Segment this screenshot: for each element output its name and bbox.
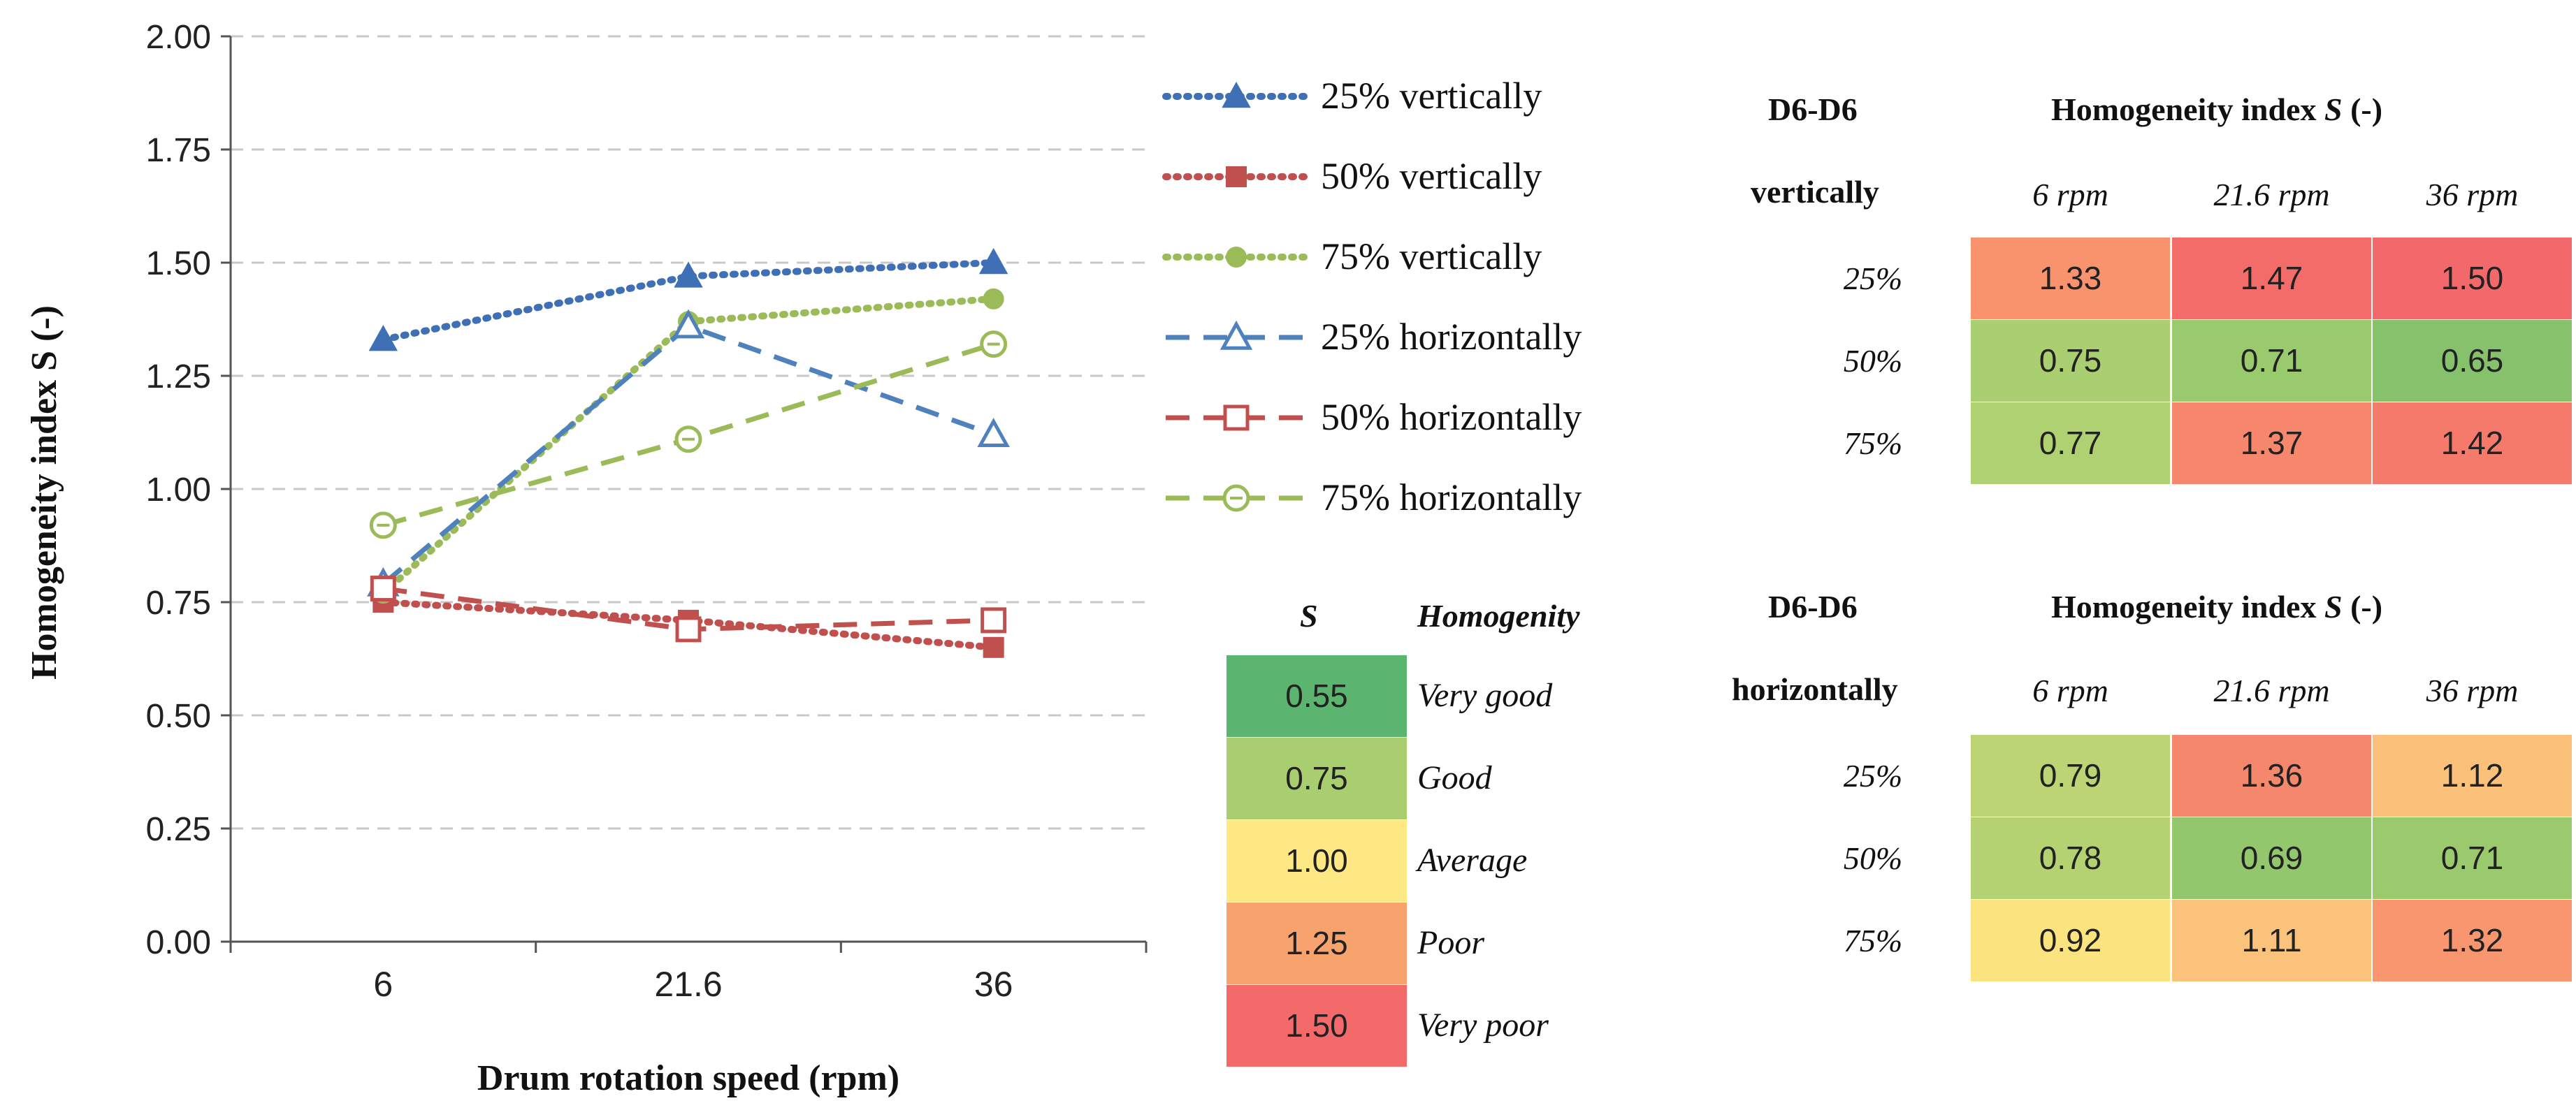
scale-value-cell: 0.55	[1227, 655, 1407, 737]
row-header: 25%	[1843, 758, 1903, 794]
table-label-d6: D6-D6	[1768, 589, 1858, 625]
table-cell: 1.12	[2373, 735, 2572, 817]
legend: 25% vertically 50% vertically 75% vertical…	[1162, 75, 1582, 518]
legend-entry: 25% vertically	[1162, 75, 1542, 117]
series	[367, 309, 1010, 597]
y-tick-label: 1.25	[146, 358, 211, 395]
legend-label: 75% vertically	[1321, 235, 1542, 277]
y-tick-label: 1.75	[146, 132, 211, 169]
series-lines	[367, 247, 1010, 658]
scale-value-cell: 1.50	[1227, 985, 1407, 1067]
scale-value-cell: 1.25	[1227, 903, 1407, 984]
legend-label: 50% vertically	[1321, 155, 1542, 197]
series-line	[382, 323, 994, 586]
data-point	[672, 309, 705, 339]
scale-header-label: Homogenity	[1417, 598, 1580, 634]
legend-label: 75% horizontally	[1321, 476, 1582, 518]
data-point	[977, 418, 1010, 447]
column-header: 21.6 rpm	[2213, 177, 2330, 212]
legend-entry: 75% horizontally	[1166, 476, 1582, 518]
y-tick-label: 0.50	[146, 698, 211, 735]
axes: 0.00 0.25 0.50 0.75 1.00 1.25 1.50 1.75 2.00 6 21.…	[146, 19, 1148, 1004]
legend-entry: 75% vertically	[1162, 235, 1542, 277]
legend-label: 50% horizontally	[1321, 396, 1582, 438]
data-point	[1226, 166, 1247, 187]
legend-entry: 50% vertically	[1162, 155, 1542, 197]
data-point	[370, 576, 396, 602]
table-cell: 0.71	[2172, 320, 2371, 402]
data-point	[675, 616, 702, 643]
row-header: 75%	[1843, 923, 1903, 958]
y-tick-label: 0.25	[146, 811, 211, 848]
data-point	[1226, 247, 1247, 268]
scale-label: Very good	[1417, 677, 1553, 714]
scale-header-s: S	[1300, 598, 1318, 634]
data-point	[1222, 81, 1251, 108]
table-cell: 0.65	[2373, 320, 2572, 402]
row-header: 75%	[1843, 425, 1903, 461]
row-header: 50%	[1843, 343, 1903, 379]
x-axis-title: Drum rotation speed (rpm)	[477, 1058, 899, 1098]
data-point	[1223, 404, 1250, 431]
data-point	[1220, 320, 1253, 350]
data-point	[983, 636, 1004, 658]
scale-label: Poor	[1417, 924, 1484, 961]
table-cell: 1.42	[2373, 402, 2572, 484]
y-tick-label: 1.00	[146, 472, 211, 509]
data-point	[368, 325, 398, 351]
table-cell: 1.47	[2172, 238, 2371, 319]
series	[369, 330, 1008, 539]
table-cell: 0.92	[1971, 900, 2170, 981]
table-cell: 0.77	[1971, 402, 2170, 484]
column-header: 6 rpm	[2032, 177, 2108, 212]
scale-value-cell: 0.75	[1227, 738, 1407, 819]
table-label-d6: D6-D6	[1768, 92, 1858, 127]
scale-label: Average	[1417, 842, 1528, 879]
table-cell: 1.32	[2373, 900, 2572, 981]
table-cell: 0.75	[1971, 320, 2170, 402]
x-tick-label: 21.6	[654, 965, 722, 1004]
x-tick-label: 36	[974, 965, 1013, 1004]
row-header: 50%	[1843, 840, 1903, 876]
scale-label: Very poor	[1417, 1007, 1549, 1044]
y-axis-title: Homogeneity index S (-)	[24, 305, 64, 680]
legend-label: 25% horizontally	[1321, 316, 1582, 358]
table-cell: 0.71	[2373, 817, 2572, 899]
column-header: 36 rpm	[2426, 673, 2519, 708]
y-tick-label: 0.00	[146, 924, 211, 961]
table-title: Homogeneity index S (-)	[2051, 92, 2383, 127]
series	[368, 247, 1008, 351]
column-header: 6 rpm	[2032, 673, 2108, 708]
series	[370, 576, 1007, 643]
table-cell: 1.37	[2172, 402, 2371, 484]
data-point	[981, 607, 1007, 634]
scale-value-cell: 1.00	[1227, 820, 1407, 902]
legend-entry: 50% horizontally	[1166, 396, 1582, 438]
data-point	[978, 247, 1008, 275]
table-label-orientation: vertically	[1751, 174, 1879, 210]
table-cell: 0.79	[1971, 735, 2170, 817]
data-point	[983, 288, 1004, 309]
table-cell: 1.36	[2172, 735, 2371, 817]
data-point	[674, 261, 703, 288]
scale-label: Good	[1417, 759, 1492, 796]
y-tick-label: 1.50	[146, 245, 211, 282]
table-cell: 0.69	[2172, 817, 2371, 899]
table-cell: 0.78	[1971, 817, 2170, 899]
x-tick-label: 6	[373, 965, 393, 1004]
legend-label: 25% vertically	[1321, 75, 1542, 117]
column-header: 36 rpm	[2426, 177, 2519, 212]
table-cell: 1.33	[1971, 238, 2170, 319]
table-label-orientation: horizontally	[1732, 671, 1898, 707]
table-cell: 1.11	[2172, 900, 2371, 981]
table-title: Homogeneity index S (-)	[2051, 589, 2383, 625]
legend-entry: 25% horizontally	[1166, 316, 1582, 358]
row-header: 25%	[1843, 261, 1903, 296]
table-cell: 1.50	[2373, 238, 2572, 319]
column-header: 21.6 rpm	[2213, 673, 2330, 708]
y-tick-label: 0.75	[146, 585, 211, 622]
y-tick-label: 2.00	[146, 19, 211, 56]
